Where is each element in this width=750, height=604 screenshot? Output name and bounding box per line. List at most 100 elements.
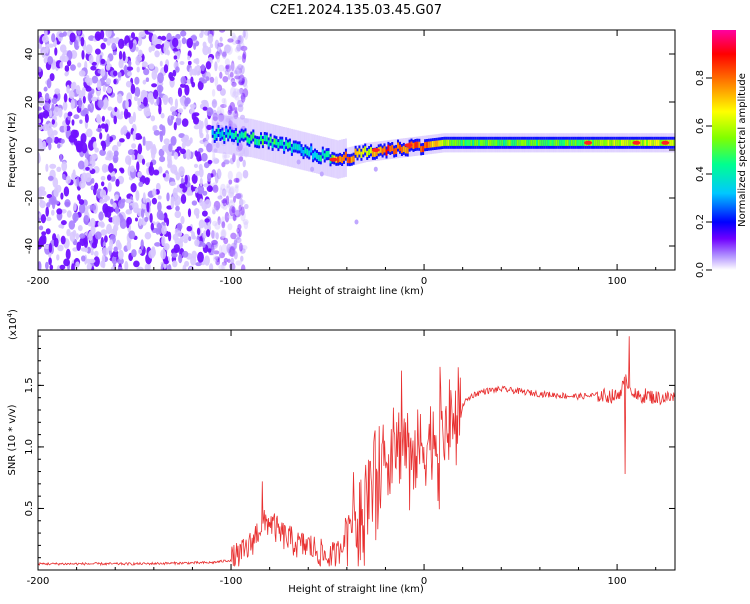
- noise-blob: [229, 199, 234, 204]
- noise-blob: [65, 248, 71, 260]
- ridge-core-cell: [260, 135, 263, 142]
- noise-blob: [222, 50, 227, 59]
- noise-blob: [138, 218, 142, 227]
- noise-blob: [222, 204, 228, 210]
- noise-blob: [175, 33, 181, 40]
- noise-blob: [95, 48, 101, 55]
- noise-blob: [187, 55, 191, 61]
- ridge-core-cell: [491, 139, 494, 146]
- noise-blob: [159, 213, 165, 221]
- noise-blob: [179, 61, 185, 65]
- noise-blob: [220, 228, 227, 239]
- noise-blob: [38, 186, 46, 192]
- noise-blob: [195, 187, 198, 194]
- noise-blob: [213, 250, 220, 255]
- noise-blob: [45, 216, 52, 222]
- noise-blob: [222, 160, 230, 165]
- ridge-core-cell: [482, 139, 485, 146]
- noise-blob: [233, 88, 240, 98]
- ridge-core-cell: [437, 140, 440, 147]
- noise-blob: [212, 206, 217, 212]
- noise-blob: [202, 45, 210, 56]
- hot-spot: [661, 140, 670, 145]
- ridge-core-cell: [485, 139, 488, 146]
- ridge-core-cell: [549, 139, 552, 146]
- ridge-core-cell: [271, 141, 274, 148]
- noise-blob: [204, 218, 210, 223]
- noise-blob: [230, 257, 235, 265]
- ridge-core-cell: [524, 139, 527, 146]
- ridge-core-cell: [453, 139, 456, 146]
- noise-blob: [230, 108, 238, 116]
- svg-text:(x104): (x104): [6, 309, 19, 340]
- noise-blob: [46, 78, 52, 89]
- noise-blob: [216, 106, 222, 116]
- ridge-core-cell: [669, 139, 672, 146]
- noise-blob: [190, 76, 194, 85]
- noise-blob: [51, 103, 55, 112]
- noise-blob: [80, 133, 87, 144]
- ridge-core-cell: [499, 139, 502, 146]
- ridge-core-cell: [356, 151, 359, 158]
- ridge-core-cell: [290, 146, 293, 153]
- noise-blob: [162, 173, 166, 178]
- noise-blob: [112, 250, 119, 258]
- noise-blob: [217, 170, 222, 177]
- noise-blob: [212, 255, 219, 262]
- noise-blob: [230, 63, 235, 73]
- noise-blob: [73, 138, 78, 146]
- ridge-core-cell: [321, 149, 324, 156]
- noise-blob: [200, 120, 204, 129]
- ridge-core-cell: [399, 144, 402, 151]
- noise-blob: [76, 241, 81, 251]
- noise-blob: [155, 44, 163, 49]
- noise-blob: [113, 224, 119, 232]
- noise-blob: [144, 231, 152, 240]
- ridge-core-cell: [416, 141, 419, 148]
- noise-blob: [130, 165, 135, 173]
- noise-blob: [240, 95, 246, 100]
- noise-blob: [51, 97, 58, 105]
- ridge-core-cell: [649, 139, 652, 146]
- noise-blob: [85, 166, 90, 171]
- noise-blob: [229, 246, 236, 258]
- ridge-core-cell: [445, 139, 448, 146]
- noise-blob: [162, 94, 169, 103]
- ridge-core-cell: [609, 139, 612, 146]
- noise-blob: [137, 143, 143, 155]
- noise-blob: [221, 244, 228, 255]
- ridge-core-cell: [628, 139, 631, 146]
- noise-blob: [145, 111, 152, 116]
- ridge-core-cell: [287, 142, 290, 149]
- noise-blob: [211, 230, 215, 239]
- noise-blob: [227, 63, 231, 74]
- noise-blob: [156, 96, 160, 106]
- ridge-core-cell: [285, 140, 288, 147]
- noise-blob: [176, 146, 182, 151]
- noise-blob: [242, 30, 246, 38]
- noise-blob: [216, 168, 222, 180]
- noise-blob: [235, 66, 240, 72]
- noise-blob: [201, 99, 208, 105]
- noise-blob: [85, 86, 92, 92]
- spectrogram-x-tick-label: 100: [608, 276, 627, 287]
- colorbar-tick-label: 0.4: [695, 166, 706, 182]
- noise-blob: [105, 64, 111, 71]
- noise-blob: [224, 69, 230, 76]
- noise-blob: [59, 61, 64, 69]
- noise-blob: [207, 159, 213, 165]
- noise-blob: [118, 59, 124, 69]
- noise-blob: [90, 65, 97, 71]
- noise-blob: [141, 61, 148, 68]
- noise-blob: [218, 64, 225, 72]
- noise-blob: [137, 171, 143, 178]
- ridge-core-cell: [267, 140, 270, 147]
- noise-blob: [63, 186, 70, 197]
- noise-blob: [180, 76, 187, 85]
- noise-blob: [239, 199, 246, 205]
- noise-blob: [224, 44, 231, 54]
- noise-blob: [240, 45, 248, 52]
- ridge-core-cell: [242, 132, 245, 139]
- noise-blob: [41, 231, 47, 236]
- snr-y-tick-label: 1.0: [24, 439, 35, 455]
